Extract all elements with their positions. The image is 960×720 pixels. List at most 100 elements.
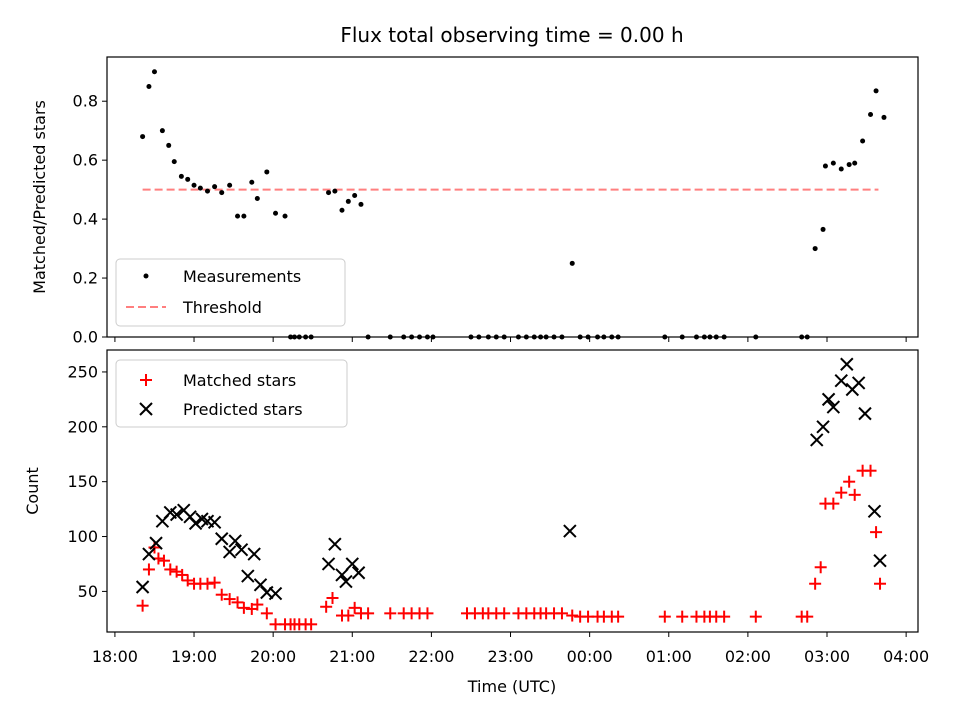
bottom-x-tick-label: 18:00 — [92, 647, 138, 666]
predicted-star-point — [207, 515, 222, 529]
bottom-legend: Matched stars Predicted stars — [115, 359, 348, 428]
predicted-star-point — [339, 574, 353, 589]
predicted-star-point — [335, 568, 349, 582]
predicted-star-point — [826, 400, 841, 414]
matched-star-point — [251, 598, 264, 611]
bottom-marks — [135, 357, 887, 631]
measurement-point — [358, 201, 364, 207]
matched-star-point — [320, 600, 333, 613]
matched-star-point — [201, 577, 214, 590]
legend-matched-marker — [140, 374, 152, 386]
legend-predicted-marker — [139, 402, 153, 416]
bottom-x-tick-label: 23:00 — [487, 647, 533, 666]
predicted-star-stroke-b — [222, 545, 237, 559]
predicted-star-point — [188, 516, 203, 531]
measurement-point — [235, 213, 241, 219]
measurement-point — [171, 159, 177, 165]
measurement-point — [830, 160, 836, 166]
predicted-star-stroke-b — [149, 536, 163, 550]
bottom-axes-frame — [106, 349, 919, 633]
matched-star-point — [555, 607, 568, 620]
matched-star-point — [215, 588, 228, 601]
predicted-star-stroke-b — [215, 532, 229, 546]
predicted-star-stroke-b — [234, 542, 249, 557]
matched-star-point — [718, 610, 731, 623]
predicted-star-stroke-b — [142, 547, 156, 561]
legend-measurements-label: Measurements — [183, 267, 301, 286]
matched-star-point — [305, 618, 318, 631]
measurement-point — [151, 69, 157, 75]
chart-title: Flux total observing time = 0.00 h — [340, 23, 683, 47]
matched-star-point — [498, 607, 511, 620]
measurement-point — [881, 114, 887, 120]
matched-star-point — [814, 561, 827, 574]
bottom-y-tick-label: 150 — [67, 472, 98, 491]
predicted-star-point — [834, 374, 848, 388]
measurement-point — [273, 210, 279, 216]
measurement-point — [191, 182, 197, 188]
predicted-star-stroke-b — [200, 514, 215, 528]
matched-star-point — [142, 563, 155, 576]
top-y-tick-label: 0.2 — [73, 269, 98, 288]
bottom-x-tick-label: 03:00 — [804, 647, 850, 666]
matched-star-point — [157, 554, 170, 567]
matched-star-point — [870, 526, 883, 539]
top-y-tick-label: 0.4 — [73, 210, 98, 229]
predicted-star-stroke-b — [858, 406, 872, 421]
predicted-star-point — [215, 532, 229, 546]
predicted-star-point — [810, 433, 824, 447]
matched-star-point — [809, 577, 822, 590]
legend-threshold-label: Threshold — [182, 298, 262, 317]
legend-matched-label: Matched stars — [183, 371, 296, 390]
predicted-star-stroke-b — [816, 420, 830, 434]
measurement-point — [873, 88, 879, 94]
predicted-star-point — [135, 580, 150, 594]
measurement-point — [254, 195, 260, 201]
top-y-tick-label: 0.8 — [73, 92, 98, 111]
predicted-star-stroke-b — [228, 534, 242, 548]
predicted-star-stroke-b — [335, 568, 349, 582]
predicted-star-stroke-b — [821, 392, 836, 407]
predicted-star-stroke-b — [268, 586, 283, 601]
measurement-point — [569, 260, 575, 266]
predicted-star-stroke-b — [840, 357, 854, 371]
predicted-star-point — [873, 553, 887, 568]
matched-star-point — [421, 607, 434, 620]
measurement-point — [140, 134, 146, 140]
bottom-y-tick-label: 50 — [78, 582, 98, 601]
measurement-point — [326, 190, 332, 196]
predicted-star-stroke-b — [321, 557, 336, 571]
bottom-x-tick-label: 22:00 — [408, 647, 454, 666]
predicted-star-stroke-b — [339, 574, 353, 589]
predicted-star-point — [345, 557, 359, 571]
predicted-star-stroke-b — [169, 507, 184, 522]
predicted-star-point — [222, 545, 237, 559]
matched-star-point — [749, 610, 762, 623]
matched-star-point — [801, 610, 814, 623]
measurement-point — [227, 182, 233, 188]
measurement-point — [264, 169, 270, 175]
measurement-point — [846, 162, 852, 168]
matched-star-point — [342, 609, 355, 622]
predicted-star-stroke-b — [207, 515, 222, 529]
legend-predicted-label: Predicted stars — [183, 400, 303, 419]
measurement-point — [852, 160, 858, 166]
predicted-star-point — [268, 586, 283, 601]
predicted-star-point — [169, 507, 184, 522]
bottom-legend-box — [115, 359, 348, 428]
matched-star-point — [223, 593, 236, 606]
bottom-y-axis-label: Count — [23, 467, 42, 515]
matched-star-point — [181, 574, 194, 587]
matched-star-point — [658, 610, 671, 623]
predicted-star-point — [816, 420, 830, 434]
predicted-star-stroke-b — [851, 376, 866, 390]
bottom-x-tick-label: 19:00 — [171, 647, 217, 666]
bottom-x-tick-label: 01:00 — [646, 647, 692, 666]
measurement-point — [146, 83, 152, 89]
predicted-star-point — [142, 547, 156, 561]
predicted-star-stroke-b — [195, 512, 209, 526]
predicted-star-point — [840, 357, 854, 371]
predicted-star-point — [247, 547, 261, 561]
predicted-star-stroke-b — [135, 580, 150, 594]
